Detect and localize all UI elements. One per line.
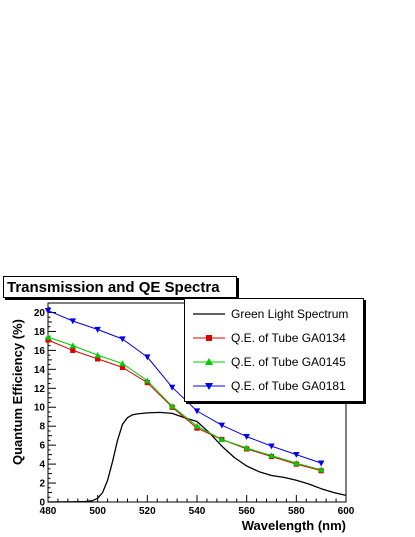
data-point	[44, 307, 52, 314]
data-point	[243, 434, 250, 440]
y-axis-label: Quantum Efficiency (%)	[10, 319, 25, 465]
data-point	[70, 347, 76, 353]
chart-title: Transmission and QE Spectra	[3, 276, 237, 298]
x-tick-label: 540	[189, 506, 206, 517]
y-tick-label: 8	[39, 422, 45, 433]
y-tick-label: 12	[34, 384, 46, 395]
legend-label-green-light: Green Light Spectrum	[231, 307, 349, 321]
chart-title-text: Transmission and QE Spectra	[7, 279, 220, 296]
legend-item-ga0145: Q.E. of Tube GA0145	[185, 352, 363, 372]
y-tick-label: 2	[39, 479, 45, 490]
data-point	[243, 444, 250, 451]
legend-swatch-ga0181	[193, 383, 225, 390]
legend-swatch-green-light	[193, 313, 225, 315]
legend: Green Light Spectrum Q.E. of Tube GA0134…	[184, 298, 364, 402]
data-point	[317, 466, 325, 473]
data-point	[193, 408, 201, 415]
legend-swatch-ga0134	[193, 335, 225, 341]
data-point	[94, 326, 101, 333]
series-line	[47, 336, 322, 471]
x-tick-label: 480	[40, 506, 57, 517]
data-point	[69, 318, 77, 325]
data-point	[144, 354, 151, 361]
data-point	[119, 364, 126, 371]
legend-label-ga0145: Q.E. of Tube GA0145	[231, 355, 346, 369]
data-point	[317, 460, 325, 467]
y-tick-label: 20	[34, 308, 46, 319]
x-axis-label: Wavelength (nm)	[242, 518, 346, 533]
data-point	[293, 459, 300, 466]
data-point	[268, 443, 275, 450]
series-1	[47, 411, 347, 503]
data-point	[119, 336, 126, 343]
data-point	[218, 436, 226, 443]
x-tick-label: 580	[288, 506, 305, 517]
x-tick-label: 500	[89, 506, 106, 517]
y-tick-label: 10	[34, 403, 46, 414]
y-tick-label: 16	[34, 346, 46, 357]
data-point	[45, 337, 51, 343]
data-point	[193, 422, 201, 429]
data-point	[69, 342, 77, 349]
legend-swatch-ga0145	[193, 358, 225, 365]
data-point	[268, 452, 275, 459]
x-tick-label: 520	[139, 506, 156, 517]
legend-item-ga0134: Q.E. of Tube GA0134	[185, 328, 363, 348]
data-point	[119, 360, 126, 367]
data-point	[168, 384, 176, 391]
data-point	[293, 452, 300, 458]
data-point	[218, 422, 226, 429]
legend-label-ga0181: Q.E. of Tube GA0181	[231, 379, 346, 393]
x-tick-label: 560	[238, 506, 255, 517]
series-line	[47, 411, 347, 503]
x-tick-label: 600	[338, 506, 355, 517]
legend-item-green-light: Green Light Spectrum	[185, 304, 363, 324]
y-tick-label: 4	[39, 460, 45, 471]
data-point	[168, 402, 176, 409]
data-point	[95, 356, 101, 362]
data-point	[144, 377, 151, 384]
legend-label-ga0134: Q.E. of Tube GA0134	[231, 331, 346, 345]
legend-item-ga0181: Q.E. of Tube GA0181	[185, 376, 363, 396]
series-3	[44, 333, 325, 473]
y-tick-label: 0	[39, 498, 45, 509]
y-tick-label: 18	[34, 327, 46, 338]
series-line	[47, 339, 322, 472]
y-tick-label: 14	[34, 365, 46, 376]
data-point	[44, 333, 52, 340]
y-tick-label: 6	[39, 441, 45, 452]
data-point	[94, 351, 101, 358]
